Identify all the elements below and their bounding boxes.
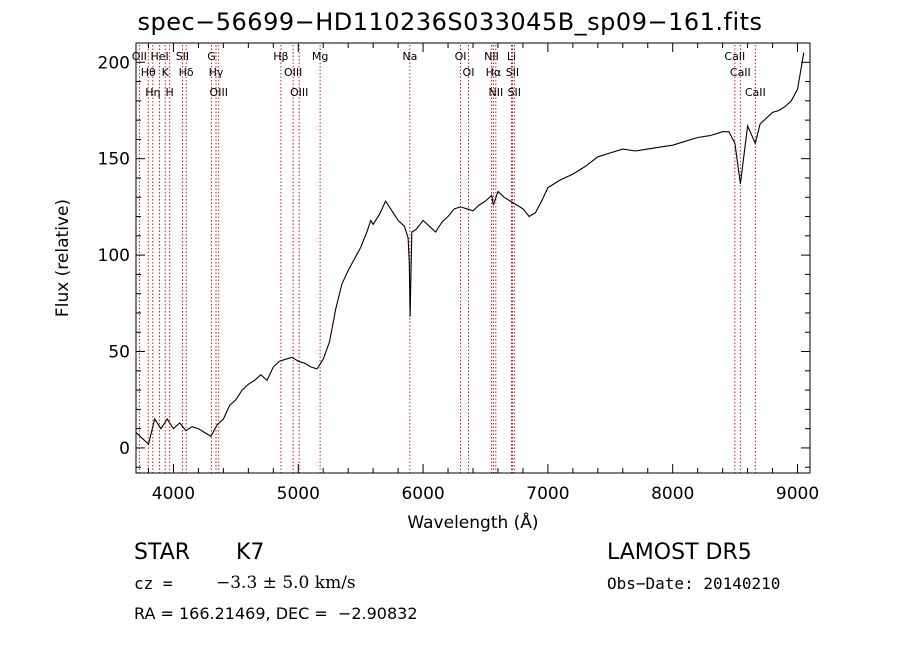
line-marker-label: H bbox=[166, 86, 174, 99]
obs-date: Obs−Date: 20140210 bbox=[607, 574, 781, 593]
x-tick-label: 6000 bbox=[401, 484, 444, 504]
line-marker-label: CaII bbox=[730, 66, 751, 79]
line-marker-labels: OII Hθ Hη HeI KH SII Hδ G Hγ OIII Hβ OIII OIII Mg Na OI… bbox=[132, 50, 766, 99]
line-marker-label: SII bbox=[506, 66, 519, 79]
line-marker-label: Hθ bbox=[141, 66, 156, 79]
object-class: STAR bbox=[134, 540, 191, 565]
line-marker-label: Hη bbox=[145, 86, 160, 99]
line-marker-label: HeI bbox=[150, 50, 168, 63]
x-tick-label: 8000 bbox=[651, 484, 694, 504]
x-tick-label: 7000 bbox=[526, 484, 569, 504]
y-axis-label: Flux (relative) bbox=[53, 199, 73, 317]
x-tick-label: 4000 bbox=[152, 484, 195, 504]
y-axis: 0 50 100 150 200 bbox=[98, 42, 810, 468]
line-marker-label: CaII bbox=[745, 86, 766, 99]
cz-label: cz = bbox=[134, 574, 173, 593]
y-tick-label: 200 bbox=[98, 53, 130, 73]
plot-frame bbox=[135, 42, 811, 474]
y-tick-label: 50 bbox=[108, 343, 130, 363]
line-marker-label: CaII bbox=[724, 50, 745, 63]
line-marker-label: NII bbox=[484, 50, 499, 63]
cz-value: −3.3 ± 5.0 km/s bbox=[216, 573, 356, 593]
line-marker-label: OI bbox=[463, 66, 475, 79]
line-marker-label: Hγ bbox=[209, 66, 224, 79]
line-marker-label: Hδ bbox=[179, 66, 194, 79]
line-marker-label: SII bbox=[508, 86, 521, 99]
y-tick-label: 0 bbox=[119, 439, 130, 459]
x-axis-label: Wavelength (Å) bbox=[407, 511, 538, 533]
survey-name: LAMOST DR5 bbox=[607, 540, 752, 565]
spectrum-line bbox=[135, 52, 805, 446]
line-marker-label: OIII bbox=[290, 86, 308, 99]
line-marker-label: OI bbox=[455, 50, 467, 63]
coordinates: RA = 166.21469, DEC = −2.90832 bbox=[134, 604, 418, 623]
x-axis: 4000 5000 6000 7000 8000 9000 bbox=[147, 43, 819, 504]
line-marker-label: Na bbox=[402, 50, 417, 63]
x-tick-label: 5000 bbox=[277, 484, 320, 504]
x-tick-label: 9000 bbox=[776, 484, 819, 504]
y-tick-label: 100 bbox=[98, 246, 130, 266]
line-marker-label: Hα bbox=[486, 66, 502, 79]
line-marker-label: OII bbox=[132, 50, 147, 63]
chart-title: spec−56699−HD110236S033045B_sp09−161.fit… bbox=[137, 8, 763, 36]
object-subclass: K7 bbox=[236, 540, 265, 565]
line-marker-label: K bbox=[162, 66, 170, 79]
line-marker-label: OIII bbox=[284, 66, 302, 79]
line-markers bbox=[138, 45, 756, 473]
line-marker-label: NII bbox=[488, 86, 503, 99]
line-marker-label: Mg bbox=[312, 50, 328, 63]
line-marker-label: SII bbox=[176, 50, 189, 63]
line-marker-label: Hβ bbox=[273, 50, 288, 63]
line-marker-label: G bbox=[207, 50, 216, 63]
y-tick-label: 150 bbox=[98, 150, 130, 170]
line-marker-label: Li bbox=[507, 50, 516, 63]
line-marker-label: OIII bbox=[210, 86, 228, 99]
